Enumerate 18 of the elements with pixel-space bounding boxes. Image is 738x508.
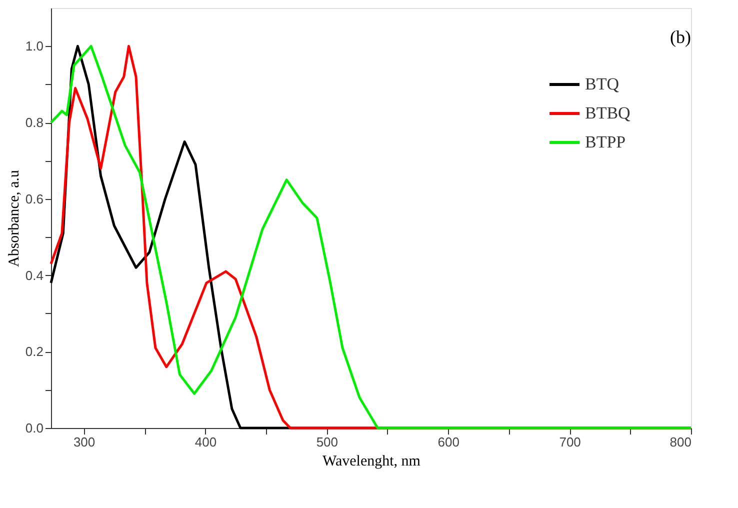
y-tick-label: 1.0 — [25, 38, 44, 54]
y-tick-label: 0.6 — [25, 191, 44, 206]
y-tick-label: 0.8 — [25, 115, 44, 130]
x-tick-label: 800 — [670, 434, 692, 450]
y-tick-label: 0.0 — [25, 420, 44, 436]
y-tick-label: 0.2 — [25, 344, 44, 360]
x-tick-label: 300 — [73, 434, 96, 450]
x-tick-label: 600 — [438, 434, 460, 450]
y-axis-title: Absorbance, a.u — [6, 169, 22, 268]
y-tick-label: 0.4 — [25, 268, 44, 283]
legend-label: BTPP — [585, 132, 626, 152]
legend-label: BTQ — [585, 74, 619, 94]
x-tick-label: 400 — [194, 434, 217, 450]
annotation: (b) — [670, 27, 691, 47]
x-tick-label: 500 — [316, 434, 338, 450]
x-axis-title: Wavelenght, nm — [322, 454, 421, 470]
legend-label: BTBQ — [585, 104, 630, 122]
x-tick-label: 700 — [559, 434, 581, 450]
